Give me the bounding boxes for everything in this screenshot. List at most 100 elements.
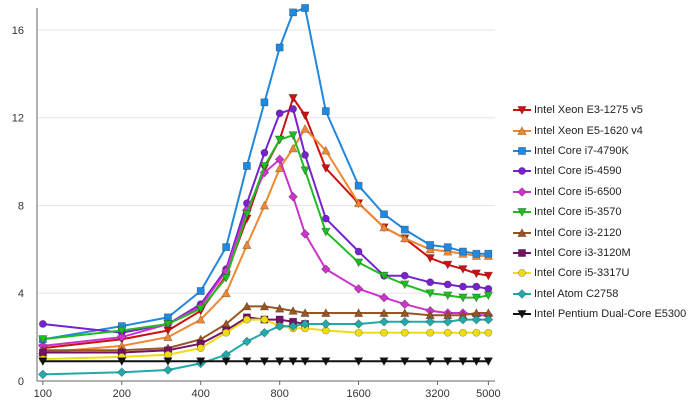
data-point bbox=[196, 304, 206, 314]
data-point bbox=[443, 357, 453, 367]
data-point bbox=[117, 357, 127, 367]
data-point bbox=[260, 315, 269, 324]
data-point bbox=[379, 357, 389, 367]
data-point bbox=[300, 357, 310, 367]
legend-swatch-marker bbox=[518, 167, 526, 176]
data-point bbox=[353, 258, 364, 268]
data-point bbox=[288, 143, 298, 153]
data-point bbox=[301, 4, 309, 12]
data-point bbox=[275, 43, 284, 52]
legend-item: Intel Core i5-6500 bbox=[512, 182, 700, 202]
axes bbox=[36, 8, 495, 385]
data-point bbox=[242, 336, 252, 347]
data-point bbox=[116, 367, 127, 378]
data-point bbox=[353, 319, 364, 329]
legend-swatch bbox=[513, 227, 531, 237]
data-point bbox=[288, 94, 298, 103]
legend-label: Intel Core i7-4790K bbox=[534, 144, 629, 157]
data-point bbox=[471, 314, 482, 325]
data-point bbox=[399, 299, 410, 310]
legend-swatch-marker bbox=[517, 227, 527, 237]
data-point bbox=[321, 308, 331, 317]
data-point bbox=[274, 135, 285, 145]
data-point bbox=[353, 198, 364, 208]
data-point bbox=[379, 222, 389, 232]
data-point bbox=[259, 327, 270, 338]
data-point bbox=[483, 314, 494, 325]
data-point bbox=[289, 105, 297, 113]
data-point bbox=[458, 314, 468, 325]
data-point bbox=[242, 162, 251, 170]
data-point bbox=[425, 357, 435, 367]
data-point bbox=[459, 328, 467, 337]
data-point bbox=[321, 145, 331, 155]
data-point bbox=[196, 287, 205, 295]
data-point bbox=[379, 271, 389, 281]
data-point bbox=[196, 344, 205, 352]
data-point bbox=[321, 214, 330, 223]
data-point bbox=[400, 328, 409, 337]
y-tick-label: 8 bbox=[18, 200, 24, 212]
data-point bbox=[275, 109, 284, 118]
data-point bbox=[354, 247, 363, 256]
data-point bbox=[163, 320, 173, 329]
data-point bbox=[274, 154, 285, 165]
grid-lines bbox=[37, 29, 495, 294]
data-point bbox=[321, 264, 331, 274]
data-point bbox=[260, 98, 269, 107]
data-point bbox=[163, 332, 173, 342]
data-point bbox=[242, 357, 252, 367]
data-point bbox=[380, 210, 388, 219]
series-line bbox=[42, 316, 306, 354]
y-tick-label: 16 bbox=[12, 25, 24, 37]
legend-swatch-marker bbox=[517, 125, 527, 135]
data-point bbox=[443, 328, 452, 337]
legend-label: Intel Core i3-3120M bbox=[534, 246, 631, 259]
data-point bbox=[321, 319, 331, 329]
series-line bbox=[42, 107, 489, 334]
data-point bbox=[221, 288, 231, 298]
data-point bbox=[400, 308, 410, 317]
data-point bbox=[472, 282, 481, 291]
y-tick-label: 0 bbox=[18, 376, 24, 388]
data-point bbox=[354, 328, 363, 337]
data-point bbox=[426, 278, 435, 287]
data-point bbox=[458, 357, 468, 367]
data-point bbox=[242, 315, 251, 324]
legend-item: Intel Core i5-3317U bbox=[512, 263, 700, 283]
data-point bbox=[459, 247, 467, 256]
legend-swatch bbox=[513, 288, 531, 299]
y-tick-label: 4 bbox=[18, 288, 24, 300]
data-point bbox=[443, 291, 453, 301]
legend-label: Intel Xeon E3-1275 v5 bbox=[534, 104, 643, 117]
x-tick-label: 1600 bbox=[346, 388, 370, 400]
data-point bbox=[300, 166, 310, 176]
series-line bbox=[42, 97, 489, 350]
data-point bbox=[425, 254, 435, 263]
x-tick-label: 5000 bbox=[476, 388, 500, 400]
data-point bbox=[221, 357, 231, 367]
data-point bbox=[459, 282, 467, 291]
data-point bbox=[484, 284, 493, 293]
data-point bbox=[300, 111, 310, 121]
data-point bbox=[425, 244, 435, 254]
data-point bbox=[274, 357, 285, 367]
legend-label: Intel Core i3-2120 bbox=[534, 226, 622, 239]
legend-item: Intel Core i7-4790K bbox=[512, 141, 700, 161]
legend-swatch-marker bbox=[517, 288, 527, 299]
data-point bbox=[353, 357, 364, 367]
data-point bbox=[353, 308, 364, 317]
data-point bbox=[379, 308, 389, 317]
data-point bbox=[353, 284, 364, 294]
data-point bbox=[288, 357, 298, 367]
data-point bbox=[379, 292, 389, 303]
data-point bbox=[471, 293, 482, 303]
data-point bbox=[259, 167, 270, 178]
data-point bbox=[458, 265, 468, 274]
legend-item: Intel Core i5-4590 bbox=[512, 161, 700, 181]
data-point bbox=[300, 319, 310, 329]
data-point bbox=[472, 328, 481, 337]
data-point bbox=[321, 164, 331, 174]
data-point bbox=[300, 308, 310, 317]
data-point bbox=[163, 365, 173, 375]
